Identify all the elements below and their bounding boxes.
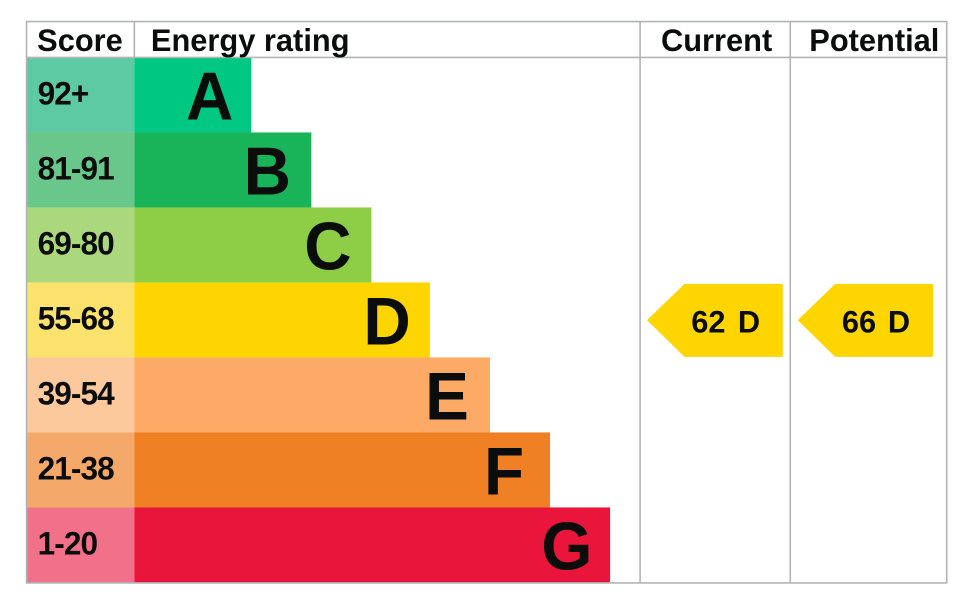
svg-text:66: 66 [842, 304, 876, 340]
svg-text:D: D [888, 304, 910, 340]
svg-text:Energy rating: Energy rating [151, 23, 350, 59]
svg-text:A: A [186, 59, 233, 134]
svg-text:F: F [484, 434, 524, 509]
svg-text:B: B [244, 134, 291, 209]
svg-text:D: D [363, 284, 410, 359]
svg-text:Current: Current [661, 23, 773, 59]
svg-text:1-20: 1-20 [38, 525, 98, 562]
svg-text:39-54: 39-54 [38, 375, 115, 412]
svg-text:55-68: 55-68 [38, 300, 114, 337]
svg-text:G: G [541, 509, 592, 584]
svg-text:Potential: Potential [809, 23, 939, 59]
svg-text:69-80: 69-80 [38, 225, 114, 262]
svg-text:81-91: 81-91 [38, 150, 114, 187]
svg-text:Score: Score [37, 23, 123, 59]
svg-text:21-38: 21-38 [38, 450, 114, 487]
svg-text:D: D [738, 304, 760, 340]
svg-text:62: 62 [691, 304, 725, 340]
svg-text:92+: 92+ [38, 75, 89, 112]
svg-text:C: C [304, 209, 351, 284]
svg-text:E: E [425, 359, 469, 434]
